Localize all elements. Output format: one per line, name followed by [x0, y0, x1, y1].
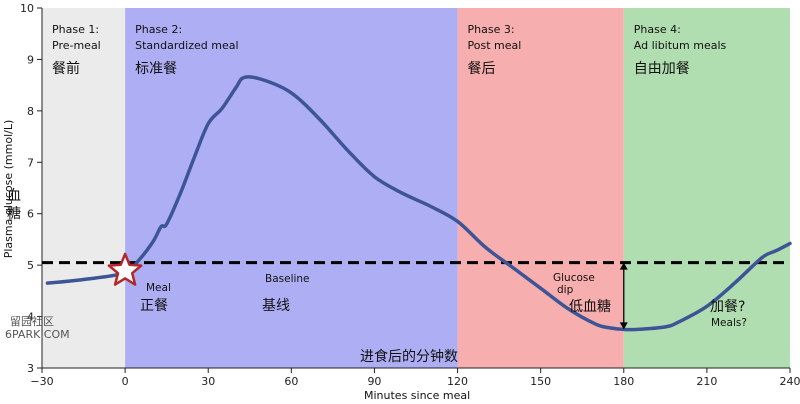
y-tick-label: 3 — [27, 362, 34, 375]
phase-2-subtitle: Standardized meal — [135, 39, 238, 52]
y-axis-label-cn-2: 糖 — [7, 206, 21, 222]
dip-arrow-head-top — [619, 262, 628, 270]
y-tick-label: 8 — [27, 105, 34, 118]
x-tick-label: 30 — [201, 375, 215, 388]
phase-labels: Phase 1: Pre-meal 餐前 Phase 2: Standardized m… — [52, 23, 727, 77]
y-tick-label: 10 — [20, 2, 34, 15]
phase-1-subtitle: Pre-meal — [52, 39, 101, 52]
phase-2-band — [125, 8, 458, 368]
x-tick-label: 90 — [367, 375, 381, 388]
glucose-curve — [45, 75, 792, 332]
dip-label-line2: dip — [557, 284, 574, 296]
meal-label-cn: 正餐 — [140, 298, 168, 314]
x-tick-label: 150 — [530, 375, 551, 388]
meal-label: Meal — [146, 282, 171, 294]
dip-label-line1: Glucose — [553, 272, 595, 284]
y-axis-label: Plasma glucose (mmol/L) — [2, 120, 15, 259]
x-tick-label: 180 — [613, 375, 634, 388]
x-axis-label-cn: 进食后的分钟数 — [360, 348, 458, 365]
dip-arrow-head-bottom — [619, 322, 628, 330]
x-axis-label: Minutes since meal — [364, 389, 470, 402]
phase-4-subtitle: Ad libitum meals — [634, 39, 727, 52]
x-tick-label: 240 — [780, 375, 800, 388]
y-ticks: 3 4 5 6 7 8 9 10 — [20, 2, 42, 375]
baseline-label: Baseline — [265, 273, 310, 285]
y-tick-label: 4 — [27, 311, 34, 324]
y-tick-label: 9 — [27, 53, 34, 66]
y-tick-label: 5 — [27, 259, 34, 272]
phase-1-band — [42, 8, 126, 368]
phase-backgrounds — [42, 8, 790, 368]
meals-label-cn: 加餐? — [710, 299, 745, 315]
phase-4-title: Phase 4: — [634, 23, 681, 36]
phase-4-label-cn: 自由加餐 — [634, 61, 690, 77]
phase-2-label-cn: 标准餐 — [135, 61, 177, 77]
phase-1-label-cn: 餐前 — [52, 60, 80, 77]
dip-label-cn: 低血糖 — [569, 299, 611, 315]
meals-label: Meals? — [711, 317, 747, 329]
watermark-line1: 留园社区 — [10, 314, 54, 328]
phase-3-subtitle: Post meal — [468, 39, 522, 52]
phase-1-title: Phase 1: — [52, 23, 99, 36]
x-tick-label: 60 — [284, 375, 298, 388]
watermark-line2: 6PARK.COM — [5, 328, 70, 341]
meal-star-icon — [107, 252, 143, 286]
y-tick-label: 6 — [27, 208, 34, 221]
y-axis-label-cn-1: 血 — [7, 188, 21, 204]
baseline-label-cn: 基线 — [262, 297, 290, 314]
phase-3-title: Phase 3: — [468, 23, 515, 36]
axes — [41, 8, 790, 369]
x-tick-label: 210 — [696, 375, 717, 388]
phase-2-title: Phase 2: — [135, 23, 182, 36]
x-tick-label: 120 — [447, 375, 468, 388]
x-ticks: −30 0 30 60 90 120 150 180 210 240 — [30, 368, 800, 388]
y-tick-label: 7 — [27, 156, 34, 169]
x-tick-label: −30 — [30, 375, 53, 388]
phase-3-label-cn: 餐后 — [468, 61, 496, 77]
x-tick-label: 0 — [122, 375, 129, 388]
phase-3-band — [457, 8, 624, 368]
glucose-dip-arrow — [619, 262, 628, 330]
